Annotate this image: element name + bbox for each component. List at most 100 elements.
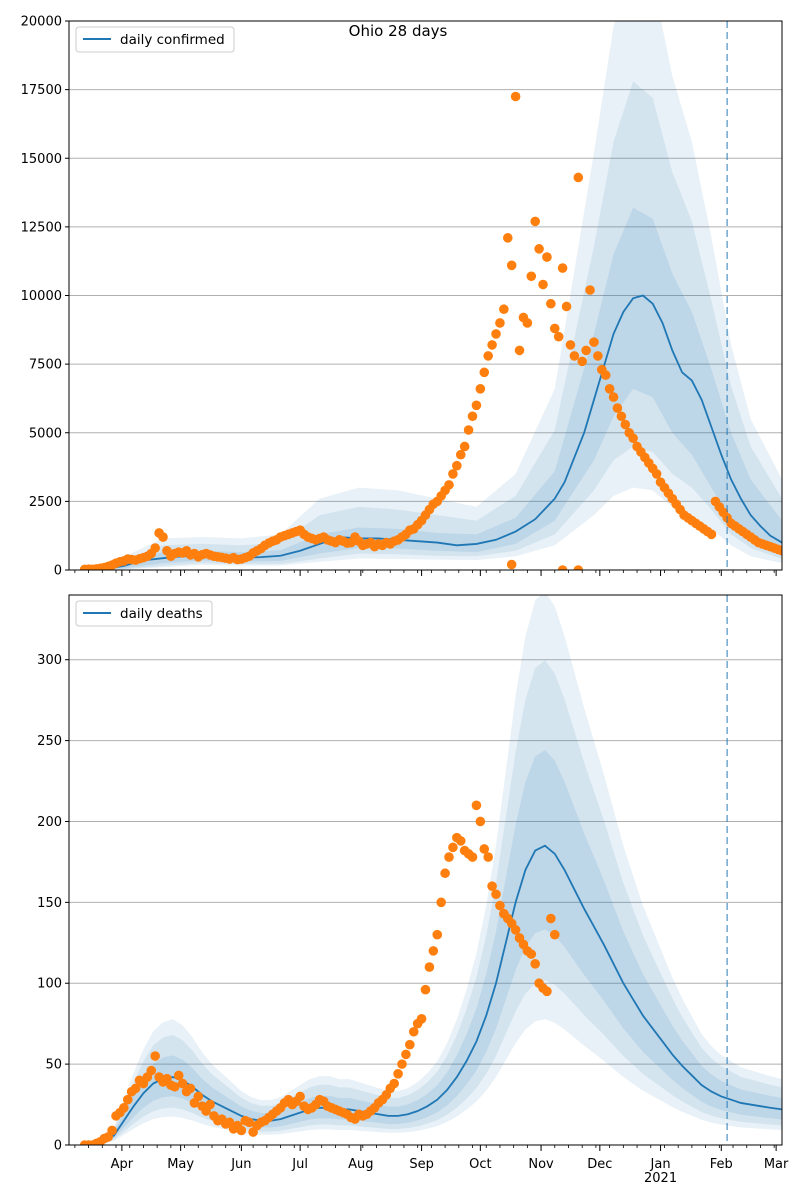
x-tick-label: Oct [469, 1157, 491, 1172]
axes-frame [68, 20, 783, 571]
data-point [236, 1125, 247, 1136]
series-line [84, 844, 782, 1145]
data-point [628, 433, 638, 444]
data-point [173, 1070, 184, 1081]
data-point [573, 565, 584, 570]
data-point [420, 984, 431, 995]
data-point [428, 946, 439, 956]
data-point [107, 1125, 117, 1136]
legend-box [75, 26, 235, 53]
band-middle [84, 660, 782, 1145]
data-point [122, 1094, 133, 1105]
data-point [150, 543, 160, 553]
data-point [495, 900, 505, 911]
data-point [479, 367, 490, 378]
data-point [553, 331, 564, 342]
data-point [416, 1014, 427, 1024]
data-point [483, 351, 493, 361]
y-tick-label: 100 [37, 977, 62, 992]
data-point [397, 1059, 407, 1069]
data-point [777, 545, 782, 556]
x-tick-label: May [167, 1157, 194, 1172]
data-point [561, 301, 572, 312]
data-point [405, 1039, 415, 1050]
data-point [193, 1091, 204, 1102]
data-point [491, 889, 501, 900]
data-point [585, 285, 595, 295]
y-tick-label: 5000 [29, 426, 62, 441]
data-point [495, 318, 505, 328]
data-point [487, 340, 497, 350]
y-tick-label: 10000 [21, 289, 62, 304]
data-point [522, 318, 533, 328]
data-point [295, 1091, 305, 1102]
data-point [557, 263, 568, 273]
data-point [600, 370, 611, 380]
data-point [542, 986, 552, 997]
data-point [463, 425, 474, 435]
data-point [440, 868, 450, 879]
data-point [471, 800, 482, 811]
data-point [389, 1078, 399, 1089]
chart-title: Ohio 28 days [349, 22, 448, 40]
data-point [530, 959, 540, 969]
data-point [557, 565, 568, 570]
data-point [146, 1065, 157, 1076]
data-point [510, 925, 521, 935]
data-point [608, 392, 619, 402]
data-point [506, 559, 517, 570]
y-tick-label: 17500 [21, 83, 62, 98]
data-point [479, 844, 490, 854]
band-inner [84, 207, 782, 570]
data-point [616, 411, 627, 422]
data-point [546, 913, 556, 924]
data-point [455, 449, 466, 460]
x-tick-label: Aug [348, 1157, 373, 1172]
y-tick-label: 200 [37, 815, 62, 830]
data-point [177, 1078, 188, 1089]
data-point [119, 1102, 129, 1113]
data-point [546, 298, 556, 309]
data-point [620, 419, 631, 430]
data-point [538, 279, 548, 290]
data-point [467, 411, 478, 422]
plot-area [79, 595, 782, 1145]
y-tick-label: 50 [45, 1058, 62, 1073]
data-point [158, 532, 168, 542]
axes-frame [68, 594, 783, 1146]
data-point [502, 233, 513, 243]
x-tick-label: Sep [409, 1157, 434, 1172]
data-point [549, 323, 560, 334]
data-point [506, 260, 517, 271]
data-point [542, 252, 552, 262]
data-point [185, 1083, 196, 1094]
x-tick-label: Jul [291, 1157, 308, 1172]
plot-area [79, 21, 782, 570]
data-point [444, 480, 454, 490]
legend-box [75, 600, 213, 627]
data-point [593, 351, 603, 361]
data-point [452, 460, 462, 471]
data-point [444, 852, 454, 862]
data-point [471, 400, 482, 411]
data-point [514, 345, 525, 356]
data-point [604, 384, 615, 394]
data-point [448, 469, 458, 479]
data-point [530, 216, 540, 227]
data-point [589, 337, 599, 347]
x-tick-label: Jun [230, 1157, 251, 1172]
y-tick-label: 7500 [29, 358, 62, 373]
panel-1: 0 50 100 150 200 250 300 daily deaths Apr May Jun J… [37, 594, 789, 1186]
band-outer [84, 21, 782, 570]
y-tick-label: 12500 [21, 220, 62, 235]
data-point [169, 1081, 180, 1092]
data-point [205, 1099, 215, 1110]
data-point [651, 469, 662, 479]
data-point [483, 852, 493, 862]
legend-label: daily confirmed [120, 32, 225, 48]
y-tick-label: 0 [54, 1139, 62, 1154]
data-point [448, 842, 458, 853]
y-tick-label: 150 [37, 896, 62, 911]
data-point [424, 962, 435, 972]
data-point [455, 836, 466, 846]
